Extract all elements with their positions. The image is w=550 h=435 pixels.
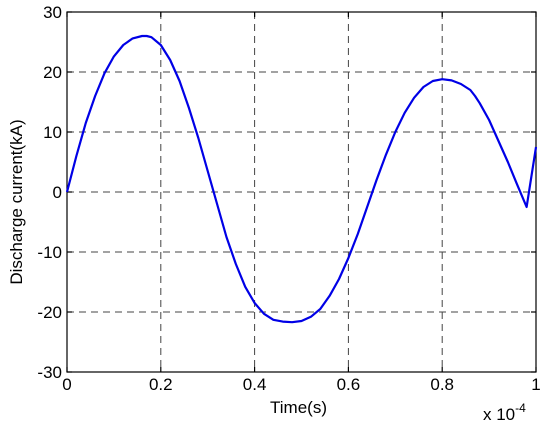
x-tick-label: 0.8 bbox=[430, 375, 454, 394]
series-line-discharge-current bbox=[65, 34, 538, 324]
y-tick-label: 10 bbox=[43, 123, 62, 142]
x-tick-label: 0.2 bbox=[149, 375, 173, 394]
x-tick-label: 0.6 bbox=[337, 375, 361, 394]
x-multiplier-exponent: -4 bbox=[515, 401, 526, 415]
x-axis-multiplier: x 10-4 bbox=[483, 401, 526, 424]
y-tick-label: -30 bbox=[37, 363, 62, 382]
y-tick-label: 0 bbox=[53, 183, 62, 202]
y-tick-label: 20 bbox=[43, 63, 62, 82]
y-tick-labels: -30 -20 -10 0 10 20 30 bbox=[37, 3, 62, 382]
x-tick-labels: 0 0.2 0.4 0.6 0.8 1 bbox=[62, 375, 540, 394]
y-tick-label: 30 bbox=[43, 3, 62, 22]
y-tick-label: -20 bbox=[37, 303, 62, 322]
x-axis-label: Time(s) bbox=[270, 398, 327, 417]
y-tick-label: -10 bbox=[37, 243, 62, 262]
x-tick-label: 0 bbox=[62, 375, 71, 394]
x-multiplier-base: x 10 bbox=[483, 405, 515, 424]
grid bbox=[67, 12, 536, 372]
y-axis-label: Discharge current(kA) bbox=[7, 119, 26, 284]
x-tick-label: 1 bbox=[531, 375, 540, 394]
x-tick-label: 0.4 bbox=[243, 375, 267, 394]
